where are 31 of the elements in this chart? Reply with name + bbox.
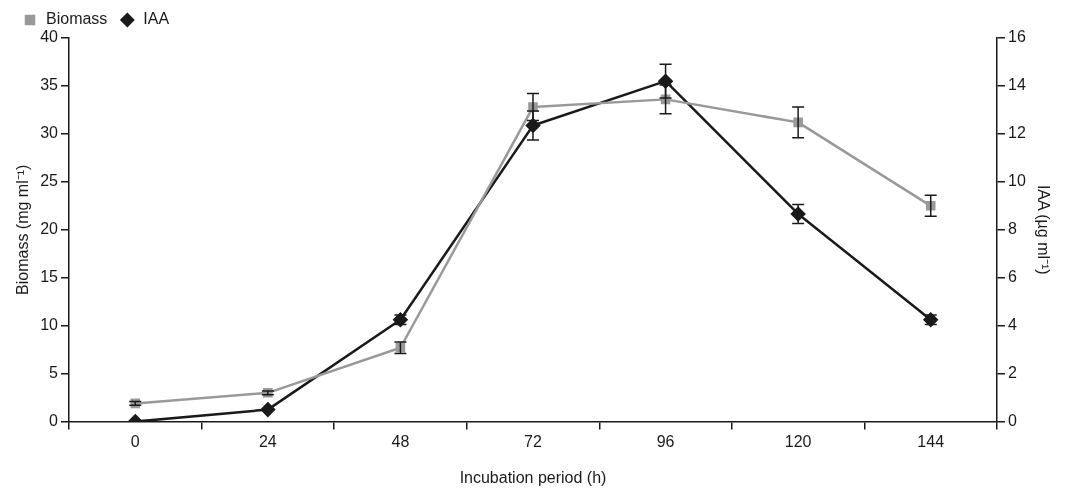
x-tick-label: 96: [656, 432, 675, 450]
y-axis-title: Biomass (mg ml⁻¹): [14, 164, 32, 295]
y-tick-label: 30: [40, 124, 59, 142]
x-tick-label: 0: [130, 432, 140, 450]
y-tick-label: 5: [49, 364, 59, 382]
y2-tick-label: 6: [1008, 268, 1017, 286]
legend-label: IAA: [143, 10, 170, 28]
y2-tick-label: 12: [1008, 124, 1026, 142]
y-tick-label: 20: [40, 220, 59, 238]
y-tick-label: 35: [40, 76, 59, 94]
y-tick-label: 40: [40, 28, 59, 46]
legend-label: Biomass: [46, 10, 108, 28]
y-tick-label: 0: [49, 412, 59, 430]
x-tick-label: 24: [258, 432, 277, 450]
x-tick-label: 120: [784, 432, 812, 450]
y2-tick-label: 10: [1008, 172, 1026, 190]
y-tick-label: 10: [40, 316, 59, 334]
y2-tick-label: 8: [1008, 220, 1017, 238]
x-tick-label: 72: [524, 432, 542, 450]
x-tick-label: 144: [917, 432, 945, 450]
y2-tick-label: 4: [1008, 316, 1017, 334]
y-tick-label: 25: [40, 172, 59, 190]
y2-tick-label: 16: [1008, 28, 1026, 46]
point: [260, 402, 276, 417]
y-tick-label: 15: [40, 268, 59, 286]
y2-axis-title: IAA (µg ml⁻¹): [1034, 184, 1052, 275]
y2-tick-label: 0: [1008, 412, 1017, 430]
x-axis-title: Incubation period (h): [459, 468, 607, 486]
x-tick-label: 48: [391, 432, 410, 450]
y2-tick-label: 2: [1008, 364, 1017, 382]
y2-tick-label: 14: [1008, 76, 1026, 94]
